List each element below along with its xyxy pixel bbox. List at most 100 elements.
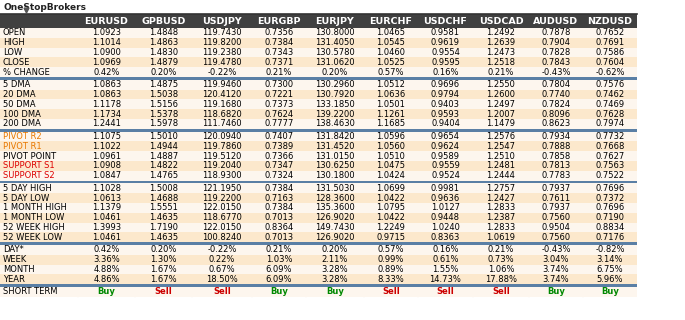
Text: MONTH: MONTH [3,265,35,274]
Bar [192,183,252,193]
Text: OPEN: OPEN [3,28,27,37]
Bar [135,183,192,193]
Text: 0.7560: 0.7560 [541,213,571,222]
Text: 0.7937: 0.7937 [541,204,571,212]
Text: 0.7356: 0.7356 [264,28,294,37]
Text: 0.7407: 0.7407 [264,132,294,141]
Bar [529,245,583,255]
Text: 0.9595: 0.9595 [431,58,460,67]
Text: 0.89%: 0.89% [377,265,404,274]
Text: 0.7373: 0.7373 [264,100,294,109]
Text: 3.28%: 3.28% [322,265,348,274]
Text: 0.20%: 0.20% [322,245,348,254]
Bar [473,119,529,129]
Text: 0.9593: 0.9593 [431,110,460,119]
Text: 0.7347: 0.7347 [264,161,294,171]
Text: Sell: Sell [492,287,510,296]
Bar [0,245,78,255]
Bar [192,275,252,284]
Text: Sell: Sell [213,287,231,296]
Bar [0,180,637,183]
Text: 131.4050: 131.4050 [315,38,355,47]
Bar [418,109,473,119]
Bar [306,193,364,203]
Text: USDCHF: USDCHF [423,17,467,26]
Bar [135,14,192,28]
Text: 0.7904: 0.7904 [542,38,571,47]
Bar [135,109,192,119]
Text: AUDUSD: AUDUSD [534,17,579,26]
Bar [473,151,529,161]
Text: 0.21%: 0.21% [488,245,514,254]
Text: 126.9020: 126.9020 [315,233,355,242]
Text: 0.7343: 0.7343 [264,48,294,57]
Text: 0.8096: 0.8096 [541,110,571,119]
Text: LOW: LOW [3,48,22,57]
Text: 139.2200: 139.2200 [315,110,355,119]
Text: 130.2960: 130.2960 [315,80,355,89]
Bar [0,38,78,48]
Text: 119.2040: 119.2040 [202,161,242,171]
Text: PIVOT R2: PIVOT R2 [3,132,42,141]
Bar [135,48,192,57]
Text: 4.86%: 4.86% [93,275,120,284]
Text: 133.1850: 133.1850 [315,100,355,109]
Text: 0.9581: 0.9581 [431,28,460,37]
Bar [78,57,135,67]
Text: 1.4822: 1.4822 [149,161,178,171]
Bar [418,223,473,232]
Text: 1.4879: 1.4879 [149,58,178,67]
Bar [0,183,78,193]
Text: 131.0150: 131.0150 [315,152,355,161]
Bar [306,275,364,284]
Text: PIVOT R1: PIVOT R1 [3,142,42,151]
Text: 126.9020: 126.9020 [315,213,355,222]
Text: HIGH: HIGH [3,38,25,47]
Bar [418,171,473,180]
Bar [135,132,192,141]
Text: 1.4887: 1.4887 [149,152,178,161]
Bar [364,265,418,275]
Bar [473,265,529,275]
Text: SHORT TERM: SHORT TERM [3,287,58,296]
Text: 20 DMA: 20 DMA [3,90,36,99]
Bar [252,223,306,232]
Text: 1.4863: 1.4863 [149,38,178,47]
Bar [306,80,364,90]
Bar [135,265,192,275]
Bar [529,255,583,265]
Text: 3.04%: 3.04% [543,255,569,264]
Bar [0,119,78,129]
Text: 0.7366: 0.7366 [264,152,294,161]
Bar [0,193,78,203]
Bar [0,161,78,171]
Text: Buy: Buy [547,287,565,296]
Text: 1.0422: 1.0422 [377,213,406,222]
Text: 52 WEEK HIGH: 52 WEEK HIGH [3,223,65,232]
Text: 1.0795: 1.0795 [377,204,406,212]
Bar [252,80,306,90]
Bar [192,109,252,119]
Text: 149.7430: 149.7430 [315,223,355,232]
Bar [0,0,637,14]
Bar [473,100,529,109]
Text: 130.7920: 130.7920 [315,90,355,99]
Text: 1.4635: 1.4635 [149,213,178,222]
Bar [473,203,529,213]
Text: Sell: Sell [382,287,400,296]
Text: -0.22%: -0.22% [208,245,237,254]
Bar [135,161,192,171]
Bar [0,151,78,161]
Bar [306,67,364,77]
Bar [306,109,364,119]
Bar [529,223,583,232]
Text: NZDUSD: NZDUSD [588,17,632,26]
Bar [135,80,192,90]
Text: Sell: Sell [436,287,454,296]
Text: 0.7522: 0.7522 [595,171,625,180]
Text: 0.9696: 0.9696 [431,80,460,89]
Text: 1.5008: 1.5008 [149,184,178,193]
Text: 0.7888: 0.7888 [541,142,571,151]
Text: -0.82%: -0.82% [595,245,625,254]
Text: 0.7384: 0.7384 [264,184,294,193]
